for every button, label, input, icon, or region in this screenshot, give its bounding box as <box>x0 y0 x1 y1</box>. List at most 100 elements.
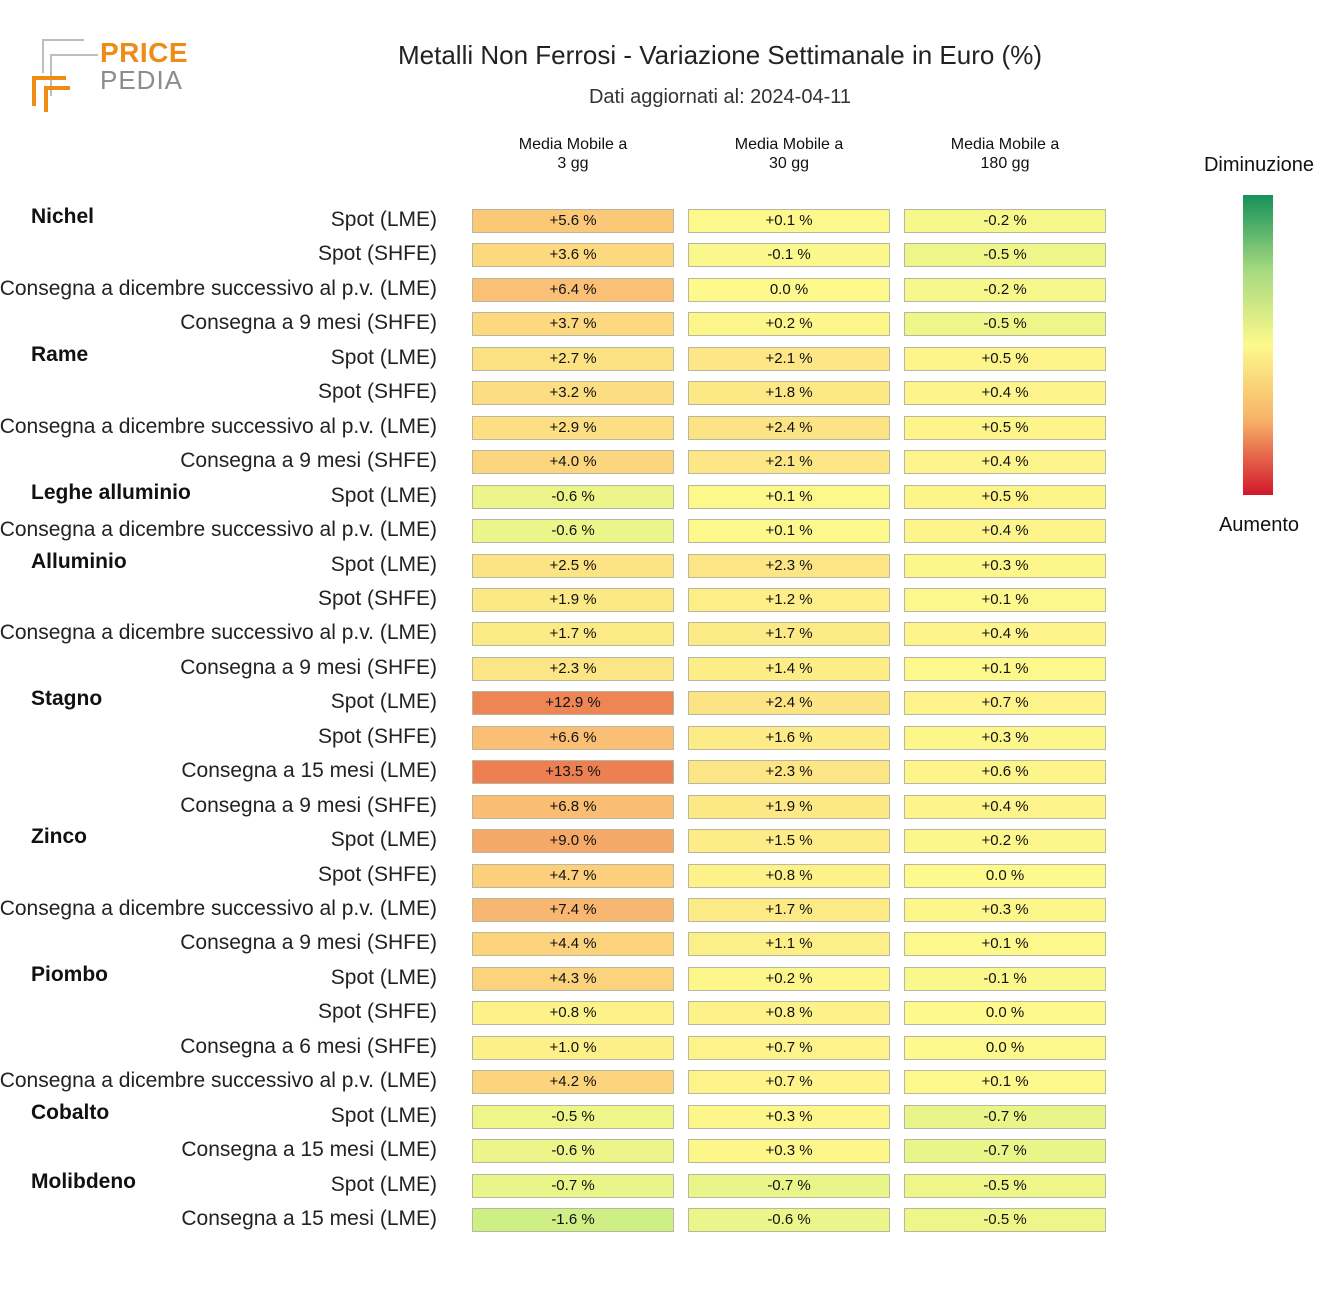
heatmap-cell: -0.6 % <box>472 519 674 544</box>
logo-mark-gray-2 <box>50 54 98 96</box>
heatmap-cell: +4.7 % <box>472 863 674 888</box>
row-label: Consegna a 6 mesi (SHFE) <box>180 1034 437 1058</box>
column-header: Media Mobile a 180 gg <box>950 136 1060 172</box>
heatmap-cell: +0.5 % <box>904 346 1106 371</box>
group-label: Cobalto <box>31 1100 110 1124</box>
heatmap-cell: +0.4 % <box>904 450 1106 475</box>
heatmap-cell: -0.1 % <box>904 966 1106 991</box>
row-label: Spot (SHFE) <box>317 380 437 404</box>
legend-bottom-label: Aumento <box>1218 514 1300 536</box>
heatmap-cell: -0.6 % <box>472 1139 674 1164</box>
heatmap-cell: 0.0 % <box>904 1035 1106 1060</box>
row-label: Spot (LME) <box>330 1103 437 1127</box>
row-label: Spot (SHFE) <box>317 1000 437 1024</box>
legend-top-label: Diminuzione <box>1203 154 1315 176</box>
heatmap-cell: +2.4 % <box>688 691 890 716</box>
heatmap-cell: +1.4 % <box>688 656 890 681</box>
heatmap-cell: +1.6 % <box>688 725 890 750</box>
row-label: Consegna a dicembre successivo al p.v. (… <box>0 276 437 300</box>
heatmap-cell: -1.6 % <box>472 1208 674 1233</box>
row-label: Spot (LME) <box>330 1172 437 1196</box>
logo-mark-gray-1 <box>42 39 84 73</box>
heatmap-cell: +0.7 % <box>688 1035 890 1060</box>
row-label: Consegna a 15 mesi (LME) <box>181 1207 437 1231</box>
heatmap-cell: +0.1 % <box>904 1070 1106 1095</box>
heatmap-cell: -0.1 % <box>688 243 890 268</box>
logo-mark-orange-1 <box>32 76 66 106</box>
heatmap-cell: +0.2 % <box>688 312 890 337</box>
heatmap-cell: +6.4 % <box>472 277 674 302</box>
heatmap-cell: +0.1 % <box>688 209 890 233</box>
group-label: Leghe alluminio <box>31 480 191 504</box>
heatmap-cell: +0.1 % <box>688 484 890 509</box>
group-label: Alluminio <box>31 549 127 573</box>
heatmap-cell: +0.5 % <box>904 415 1106 440</box>
row-label: Spot (LME) <box>330 690 437 714</box>
heatmap-cell: +0.7 % <box>904 691 1106 716</box>
heatmap-cell: +2.1 % <box>688 450 890 475</box>
heatmap-cell: +3.2 % <box>472 381 674 406</box>
row-label: Consegna a 15 mesi (LME) <box>181 759 437 783</box>
row-label: Spot (SHFE) <box>317 242 437 266</box>
heatmap-cell: +1.9 % <box>688 794 890 819</box>
row-label: Consegna a 9 mesi (SHFE) <box>180 793 437 817</box>
heatmap-cell: -0.5 % <box>472 1104 674 1129</box>
heatmap-cell: 0.0 % <box>904 863 1106 888</box>
heatmap-cell: +0.1 % <box>904 656 1106 681</box>
heatmap-cell: +0.8 % <box>472 1001 674 1026</box>
row-label: Consegna a 9 mesi (SHFE) <box>180 655 437 679</box>
heatmap-cell: +0.1 % <box>904 932 1106 957</box>
heatmap-cell: +2.3 % <box>688 553 890 578</box>
heatmap-cell: +9.0 % <box>472 829 674 854</box>
heatmap-cell: +6.8 % <box>472 794 674 819</box>
heatmap-cell: +2.5 % <box>472 553 674 578</box>
heatmap-cell: +4.3 % <box>472 966 674 991</box>
group-label: Molibdeno <box>31 1169 136 1193</box>
heatmap-cell: +0.3 % <box>688 1104 890 1129</box>
heatmap-cell: +1.9 % <box>472 587 674 612</box>
row-label: Spot (LME) <box>330 965 437 989</box>
heatmap-cell: 0.0 % <box>904 1001 1106 1026</box>
heatmap-cell: +2.3 % <box>688 760 890 785</box>
heatmap-cell: +1.7 % <box>472 622 674 647</box>
group-label: Zinco <box>31 825 87 849</box>
row-label: Consegna a 9 mesi (SHFE) <box>180 931 437 955</box>
row-label: Spot (LME) <box>330 208 437 231</box>
heatmap-cell: -0.7 % <box>904 1104 1106 1129</box>
row-label: Consegna a 9 mesi (SHFE) <box>180 311 437 335</box>
chart-subtitle: Dati aggiornati al: 2024-04-11 <box>588 86 852 108</box>
heatmap-cell: -0.7 % <box>688 1173 890 1198</box>
heatmap-cell: -0.5 % <box>904 1173 1106 1198</box>
heatmap-cell: -0.5 % <box>904 243 1106 268</box>
heatmap-cell: +3.6 % <box>472 243 674 268</box>
heatmap-cell: +0.8 % <box>688 863 890 888</box>
row-label: Spot (LME) <box>330 345 437 369</box>
row-label: Spot (LME) <box>330 483 437 507</box>
heatmap-cell: +2.3 % <box>472 656 674 681</box>
row-label: Spot (SHFE) <box>317 724 437 748</box>
row-label: Spot (SHFE) <box>317 586 437 610</box>
heatmap-cell: +13.5 % <box>472 760 674 785</box>
row-label: Consegna a dicembre successivo al p.v. (… <box>0 414 437 438</box>
group-label: Piombo <box>31 962 108 986</box>
heatmap-cell: +12.9 % <box>472 691 674 716</box>
column-header: Media Mobile a 30 gg <box>734 136 844 172</box>
heatmap-cell: +2.7 % <box>472 346 674 371</box>
heatmap-cell: +0.3 % <box>904 725 1106 750</box>
heatmap-cell: -0.2 % <box>904 277 1106 302</box>
row-label: Consegna a dicembre successivo al p.v. (… <box>0 621 437 645</box>
heatmap-cell: -0.5 % <box>904 312 1106 337</box>
heatmap-cell: +0.1 % <box>904 587 1106 612</box>
heatmap-cell: +4.2 % <box>472 1070 674 1095</box>
heatmap-cell: +1.8 % <box>688 381 890 406</box>
chart-title: Metalli Non Ferrosi - Variazione Settima… <box>398 40 1042 70</box>
heatmap-cell: +4.0 % <box>472 450 674 475</box>
heatmap-cell: +0.1 % <box>688 519 890 544</box>
row-label: Consegna a 15 mesi (LME) <box>181 1138 437 1162</box>
logo-text-pedia: PEDIA <box>100 65 184 95</box>
heatmap-cell: +7.4 % <box>472 898 674 922</box>
heatmap-cell: +6.6 % <box>472 725 674 750</box>
heatmap-cell: -0.7 % <box>472 1173 674 1198</box>
row-label: Consegna a dicembre successivo al p.v. (… <box>0 518 437 542</box>
row-label: Consegna a dicembre successivo al p.v. (… <box>0 1069 437 1093</box>
